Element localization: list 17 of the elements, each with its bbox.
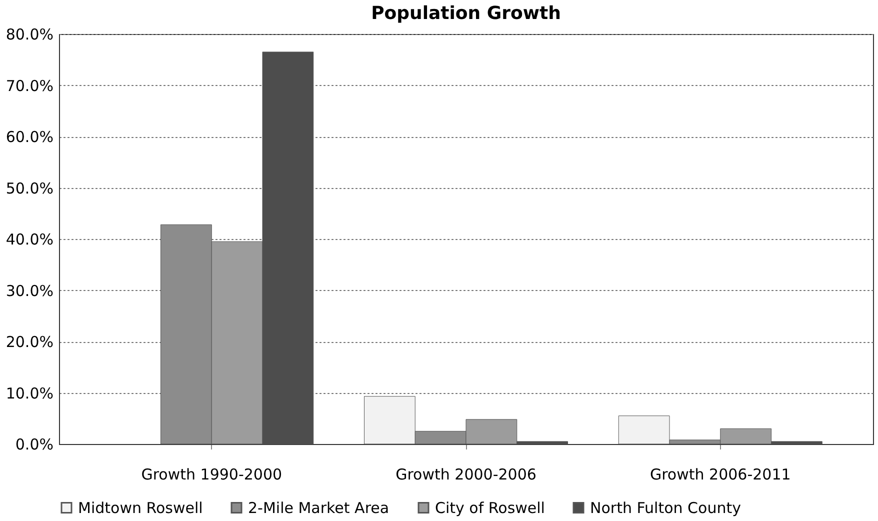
y-tick-label: 0.0% [15,436,54,454]
y-tick-label: 60.0% [6,128,54,146]
y-tick-label: 40.0% [6,230,54,248]
legend-label: North Fulton County [590,498,742,517]
chart-title: Population Growth [371,3,561,24]
y-tick-label: 20.0% [6,333,54,351]
y-tick-label: 50.0% [6,179,54,198]
y-tick-label: 80.0% [6,26,54,44]
y-tick-label: 10.0% [6,384,54,402]
legend-label: 2-Mile Market Area [248,498,390,517]
x-tick-label: Growth 2000-2006 [396,466,536,484]
x-tick-label: Growth 1990-2000 [141,466,282,484]
y-tick-label: 70.0% [6,76,54,95]
x-tick-label: Growth 2006-2011 [650,466,791,484]
y-tick-label: 30.0% [6,282,54,300]
legend-label: Midtown Roswell [78,498,203,517]
legend-label: City of Roswell [435,498,545,517]
